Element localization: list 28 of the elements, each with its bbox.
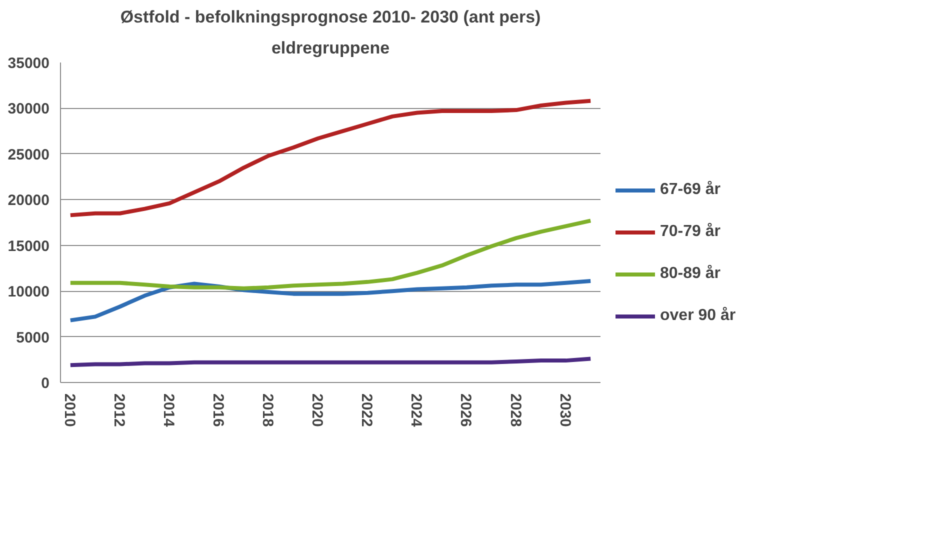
- y-tick-label: 10000: [8, 284, 50, 301]
- chart-title: Østfold - befolkningsprognose 2010- 2030 (ant pers): [120, 8, 541, 26]
- x-tick-label: 2028: [506, 394, 524, 427]
- legend-label: over 90 år: [660, 306, 736, 324]
- y-tick-label: 15000: [8, 238, 50, 255]
- chart-subtitle: eldregruppene: [271, 38, 390, 58]
- x-tick-label: 2012: [110, 394, 128, 427]
- y-tick-label: 30000: [8, 100, 50, 118]
- line-series: [68, 218, 593, 290]
- x-tick-label: 2030: [556, 394, 574, 427]
- line-series: [68, 98, 593, 218]
- legend-label: 70-79 år: [660, 222, 720, 240]
- y-tick-label: 20000: [8, 192, 50, 210]
- x-tick-label: 2024: [408, 394, 425, 428]
- y-tick-label: 0: [41, 375, 50, 392]
- x-tick-label: 2018: [259, 394, 276, 427]
- y-tick-label: 25000: [8, 146, 50, 164]
- y-tick-label: 35000: [8, 55, 50, 72]
- x-tick-label: 2020: [308, 394, 326, 427]
- x-tick-label: 2014: [160, 394, 177, 428]
- x-tick-label: 2010: [60, 394, 78, 427]
- legend-label: 80-89 år: [660, 264, 720, 282]
- legend-label: 67-69 år: [660, 180, 720, 198]
- x-tick-label: 2022: [358, 394, 376, 427]
- x-tick-label: 2026: [457, 394, 474, 427]
- y-tick-label: 5000: [16, 329, 50, 346]
- line-series: [68, 356, 593, 368]
- x-tick-label: 2016: [210, 394, 227, 427]
